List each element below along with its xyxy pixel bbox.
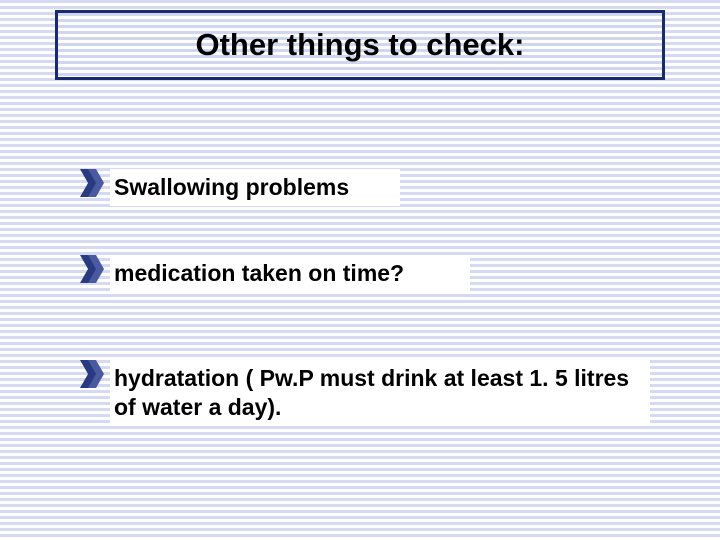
list-item: hydratation ( Pw.P must drink at least 1… bbox=[80, 360, 650, 426]
title-box: Other things to check: bbox=[55, 10, 665, 80]
bullet-icon bbox=[80, 360, 108, 390]
slide-title: Other things to check: bbox=[196, 27, 525, 63]
bullet-icon bbox=[80, 169, 108, 199]
bullet-icon bbox=[80, 255, 108, 285]
list-item: medication taken on time? bbox=[80, 255, 470, 292]
list-item-text: Swallowing problems bbox=[110, 169, 400, 206]
list-item-text: hydratation ( Pw.P must drink at least 1… bbox=[110, 360, 650, 426]
list-item-text: medication taken on time? bbox=[110, 255, 470, 292]
list-item: Swallowing problems bbox=[80, 169, 400, 206]
